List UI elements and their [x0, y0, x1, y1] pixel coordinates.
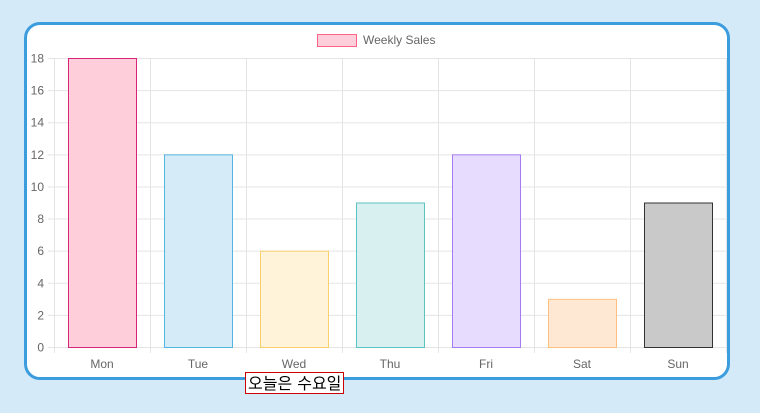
bar-fri[interactable] — [452, 154, 521, 348]
bar-tue[interactable] — [164, 154, 233, 348]
bar-sat[interactable] — [548, 298, 617, 349]
day-caption: 오늘은 수요일 — [245, 372, 345, 394]
legend-label[interactable]: Weekly Sales — [363, 33, 435, 47]
x-tick-label: Sun — [667, 357, 688, 371]
y-tick-label: 14 — [31, 116, 45, 130]
y-tick-label: 2 — [37, 308, 44, 322]
x-tick-label: Sat — [573, 357, 592, 371]
x-axis: Mon Tue Wed Thu Fri Sat Sun — [90, 357, 688, 371]
x-tick-label: Fri — [479, 357, 493, 371]
bar-sun[interactable] — [644, 202, 713, 348]
bar-thu[interactable] — [356, 202, 425, 348]
x-tick-label: Wed — [282, 357, 306, 371]
y-axis: 0 2 4 6 8 10 12 14 16 18 — [31, 52, 45, 355]
y-tick-label: 4 — [37, 276, 44, 290]
legend[interactable]: Weekly Sales — [317, 33, 436, 47]
y-tick-label: 0 — [37, 341, 44, 355]
y-tick-label: 12 — [31, 148, 45, 162]
bar-wed[interactable] — [260, 250, 329, 349]
y-tick-label: 16 — [31, 84, 45, 98]
x-tick-label: Mon — [90, 357, 113, 371]
y-tick-label: 6 — [37, 244, 44, 258]
x-tick-label: Thu — [380, 357, 401, 371]
legend-swatch[interactable] — [317, 34, 357, 47]
bar-mon[interactable] — [68, 58, 137, 348]
y-tick-label: 8 — [37, 212, 44, 226]
bars-layer — [68, 58, 713, 349]
y-tick-label: 18 — [31, 52, 45, 66]
y-tick-label: 10 — [31, 180, 45, 194]
x-tick-label: Tue — [188, 357, 209, 371]
